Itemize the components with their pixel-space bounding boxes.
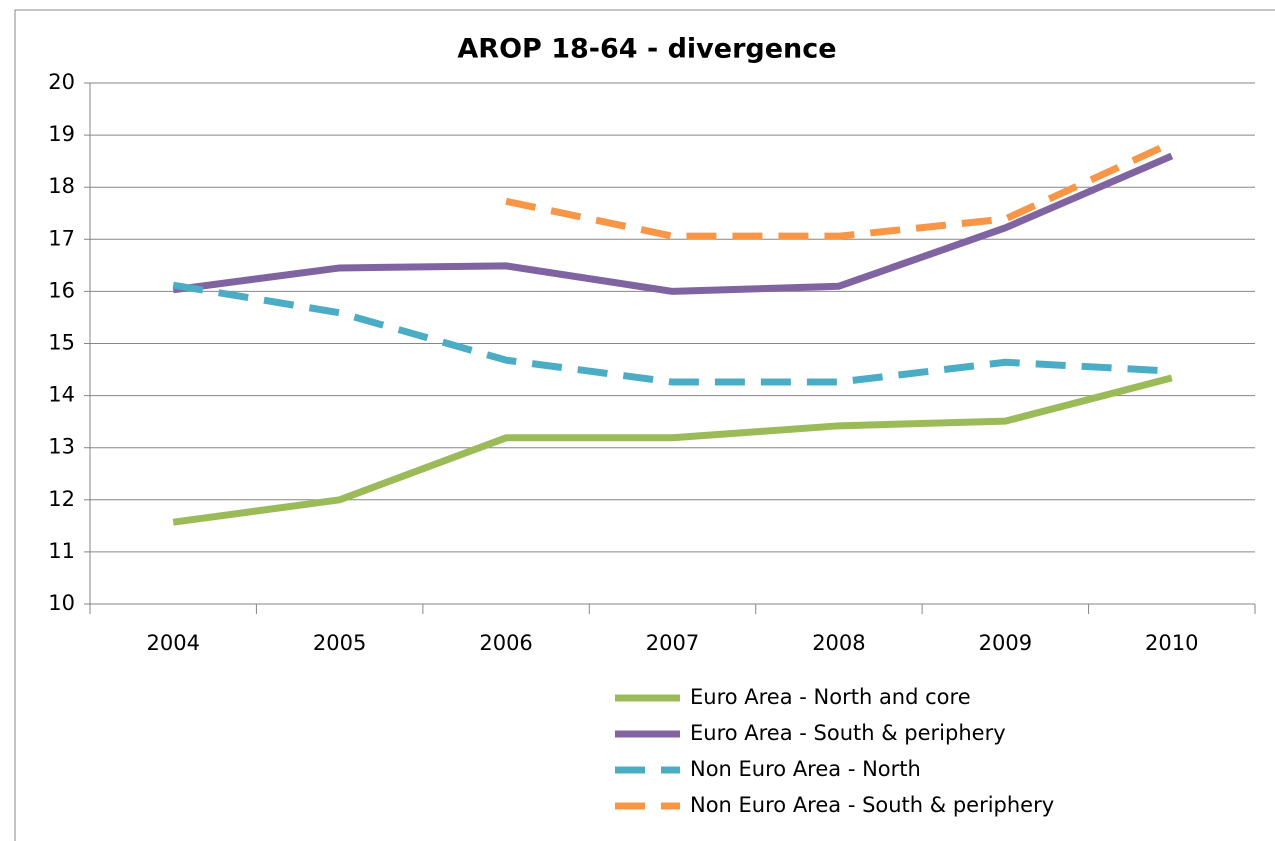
x-tick-label: 2006 bbox=[479, 631, 532, 655]
x-tick-label: 2005 bbox=[313, 631, 366, 655]
legend-label: Euro Area - North and core bbox=[690, 685, 971, 709]
y-tick-label: 16 bbox=[48, 278, 75, 302]
y-tick-label: 18 bbox=[48, 174, 75, 198]
y-tick-label: 12 bbox=[48, 487, 75, 511]
y-tick-label: 17 bbox=[48, 226, 75, 250]
chart-frame bbox=[14, 9, 1275, 841]
legend-label: Non Euro Area - North bbox=[690, 757, 921, 781]
x-tick-label: 2007 bbox=[646, 631, 699, 655]
line-series bbox=[505, 139, 1174, 240]
x-tick-label: 2010 bbox=[1145, 631, 1198, 655]
legend-label: Non Euro Area - South & periphery bbox=[690, 793, 1054, 817]
y-tick-label: 14 bbox=[48, 383, 75, 407]
y-tick-label: 20 bbox=[48, 70, 75, 94]
legend-label: Euro Area - South & periphery bbox=[690, 721, 1006, 745]
line-series bbox=[172, 281, 1172, 386]
y-tick-label: 11 bbox=[48, 539, 75, 563]
y-tick-label: 13 bbox=[48, 435, 75, 459]
y-tick-label: 10 bbox=[48, 591, 75, 615]
x-tick-label: 2004 bbox=[146, 631, 199, 655]
line-series bbox=[172, 374, 1173, 526]
y-tick-label: 15 bbox=[48, 331, 75, 355]
x-tick-label: 2009 bbox=[979, 631, 1032, 655]
y-tick-label: 19 bbox=[48, 122, 75, 146]
line-series bbox=[172, 152, 1174, 295]
chart-title: AROP 18-64 - divergence bbox=[457, 34, 836, 65]
x-tick-label: 2008 bbox=[812, 631, 865, 655]
